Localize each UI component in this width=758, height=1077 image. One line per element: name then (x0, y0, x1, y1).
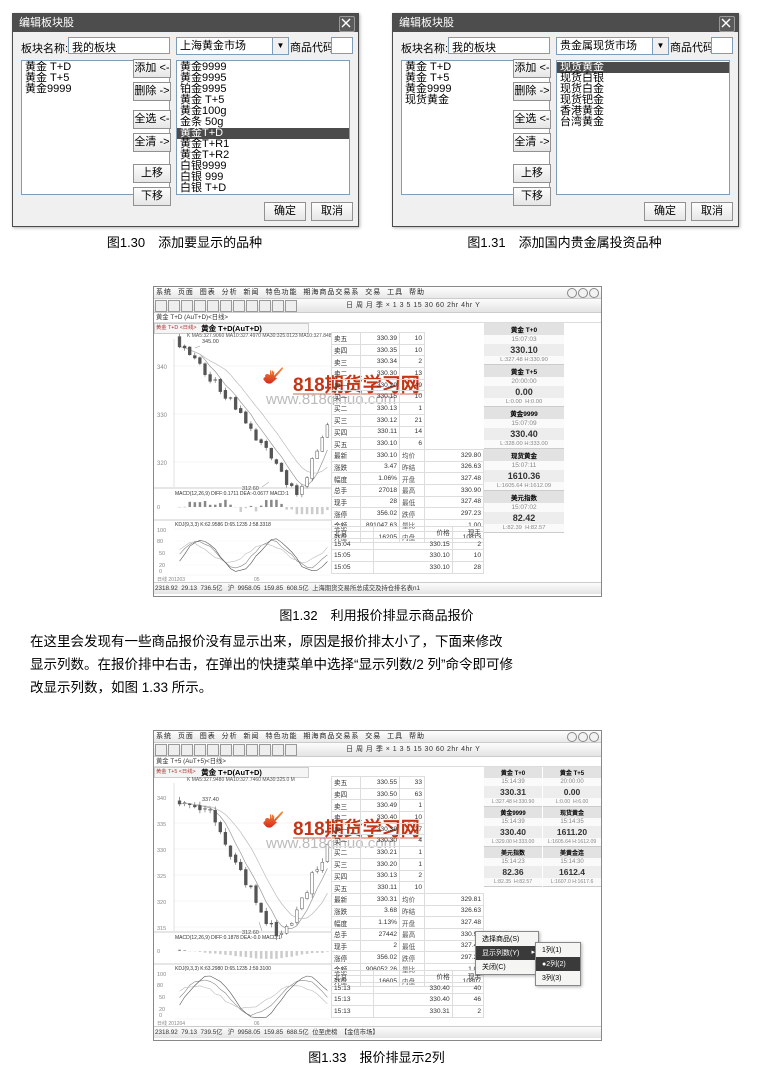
svg-text:黄金 T+D <日线>: 黄金 T+D <日线> (156, 323, 196, 331)
svg-text:0: 0 (157, 505, 160, 511)
svg-text:315: 315 (157, 926, 166, 932)
svg-text:0: 0 (159, 1013, 162, 1019)
svg-text:日线 201204: 日线 201204 (157, 1020, 185, 1026)
svg-text:337.40: 337.40 (202, 797, 219, 803)
svg-text:320: 320 (157, 900, 166, 906)
svg-text:日线 201203: 日线 201203 (157, 576, 185, 582)
svg-text:KDJ(9,3,3) K:63.2980 D:65.1235: KDJ(9,3,3) K:63.2980 D:65.1235 J:59.3100 (175, 966, 271, 972)
svg-text:340: 340 (157, 365, 168, 371)
svg-text:320: 320 (157, 461, 168, 467)
svg-text:340: 340 (157, 796, 166, 802)
svg-text:KDJ(9,3,3) K:62.9586 D:65.1235: KDJ(9,3,3) K:62.9586 D:65.1235 J:58.3318 (175, 522, 271, 528)
svg-text:325: 325 (157, 874, 166, 880)
svg-text:330: 330 (157, 413, 168, 419)
svg-text:0: 0 (159, 569, 162, 575)
svg-text:黄金 T+5 <日线>: 黄金 T+5 <日线> (156, 767, 196, 775)
svg-text:100: 100 (157, 528, 166, 534)
svg-text:335: 335 (157, 822, 166, 828)
svg-text:MACD(12,26,9) DIFF:0.1878 DEA:: MACD(12,26,9) DIFF:0.1878 DEA:-0.0 MACD:… (175, 935, 281, 941)
svg-text:05: 05 (254, 577, 260, 582)
svg-text:50: 50 (159, 551, 165, 557)
svg-text:0: 0 (157, 949, 160, 955)
svg-text:80: 80 (157, 539, 163, 545)
svg-text:330: 330 (157, 848, 166, 854)
svg-text:K MA5:327.9480 MA10:327.7460 M: K MA5:327.9480 MA10:327.7460 MA30:325.0 … (187, 777, 295, 783)
svg-text:345.00: 345.00 (202, 339, 219, 345)
svg-text:MACD(12,26,9) DIFF:0.1711 DEA:: MACD(12,26,9) DIFF:0.1711 DEA:-0.0677 MA… (175, 491, 289, 497)
svg-text:80: 80 (157, 983, 163, 989)
svg-text:100: 100 (157, 972, 166, 978)
svg-text:50: 50 (159, 995, 165, 1001)
svg-text:06: 06 (254, 1021, 260, 1026)
